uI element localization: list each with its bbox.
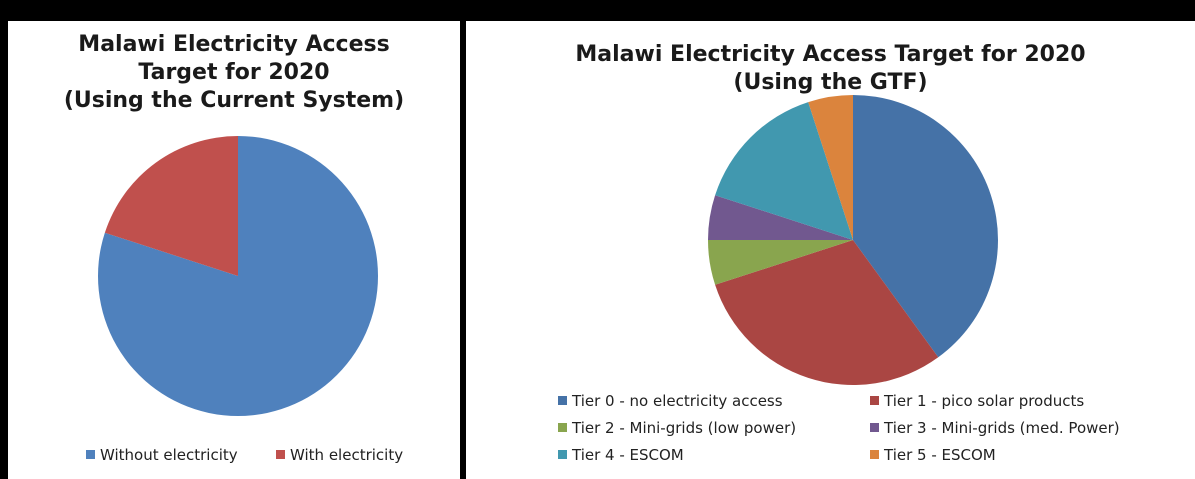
legend-swatch <box>558 396 567 405</box>
legend-swatch <box>86 450 95 459</box>
legend-label: Tier 0 - no electricity access <box>572 392 783 410</box>
legend-label: Tier 1 - pico solar products <box>884 392 1085 410</box>
legend-label: Tier 5 - ESCOM <box>884 446 996 464</box>
legend-item-with-electricity: With electricity <box>276 446 403 464</box>
legend-item-tier-3-mini-grids-med-power: Tier 3 - Mini-grids (med. Power) <box>870 419 1120 437</box>
legend-item-tier-4-escom: Tier 4 - ESCOM <box>558 446 684 464</box>
pie-slice-without-electricity <box>98 136 379 416</box>
pie-slice-with-electricity <box>104 136 239 276</box>
pie-slice-tier-0-no-electricity-access <box>853 95 999 358</box>
chart-panel-current-system: Malawi Electricity Access Target for 202… <box>8 21 460 479</box>
legend-label: Tier 4 - ESCOM <box>572 446 684 464</box>
chart-title: Malawi Electricity Access Target for 202… <box>575 42 1086 95</box>
legend-label: With electricity <box>290 446 404 464</box>
legend-swatch <box>276 450 285 459</box>
pie-slice-tier-5-escom <box>808 95 853 240</box>
legend-swatch <box>558 450 567 459</box>
legend-swatch <box>870 396 879 405</box>
chart-panel-gtf: Malawi Electricity Access Target for 202… <box>466 21 1195 479</box>
legend-item-tier-1-pico-solar-products: Tier 1 - pico solar products <box>870 392 1084 410</box>
legend-item-tier-5-escom: Tier 5 - ESCOM <box>870 446 996 464</box>
legend-item-without-electricity: Without electricity <box>86 446 238 464</box>
chart-title: Malawi Electricity Access Target for 202… <box>63 32 405 113</box>
pie-slice-tier-4-escom <box>715 102 853 240</box>
legend-swatch <box>558 423 567 432</box>
pie-slice-tier-1-pico-solar-products <box>715 240 939 385</box>
legend-swatch <box>870 450 879 459</box>
legend-item-tier-0-no-electricity-access: Tier 0 - no electricity access <box>558 392 783 410</box>
legend-label: Tier 3 - Mini-grids (med. Power) <box>884 419 1120 437</box>
pie-chart <box>98 136 379 416</box>
pie-chart <box>708 95 999 385</box>
pie-slice-tier-2-mini-grids-low-power <box>708 240 853 285</box>
legend-item-tier-2-mini-grids-low-power: Tier 2 - Mini-grids (low power) <box>558 419 796 437</box>
pie-slice-tier-3-mini-grids-med-power <box>708 195 853 240</box>
legend-swatch <box>870 423 879 432</box>
legend-label: Tier 2 - Mini-grids (low power) <box>572 419 797 437</box>
legend-label: Without electricity <box>100 446 238 464</box>
